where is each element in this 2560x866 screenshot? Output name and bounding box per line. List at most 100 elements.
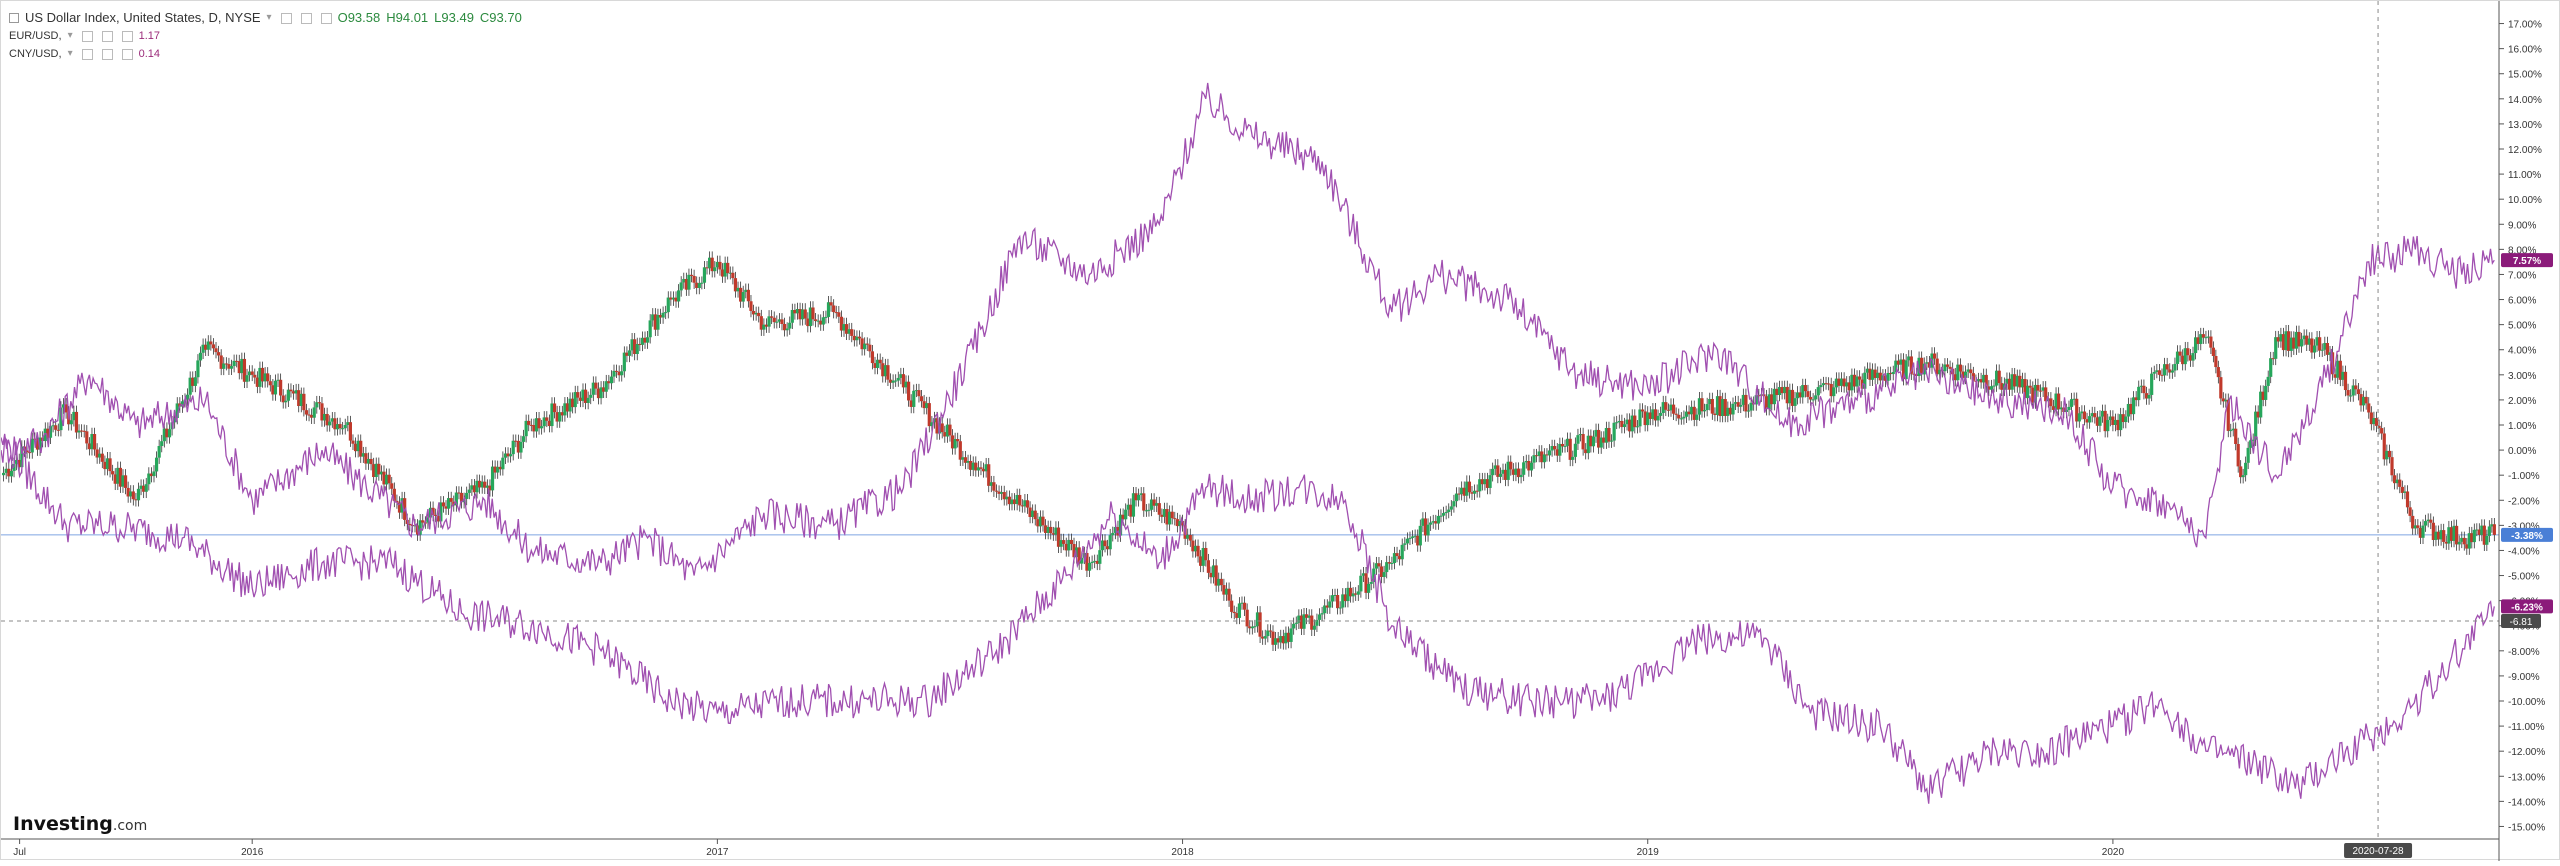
candle-body xyxy=(883,365,887,377)
candle-body xyxy=(1599,437,1603,448)
candle-body xyxy=(2377,425,2381,429)
candle-body xyxy=(1304,614,1309,618)
caret-down-icon[interactable]: ▾ xyxy=(67,30,73,41)
candle-body xyxy=(1002,492,1006,500)
visibility-box-icon[interactable] xyxy=(101,30,113,42)
candle-body xyxy=(552,403,557,413)
candle-body xyxy=(888,379,893,383)
candle-body xyxy=(2385,450,2389,460)
candle-body xyxy=(1697,398,1702,415)
x-tick-label: 2018 xyxy=(1171,847,1194,858)
candle-body xyxy=(596,388,601,399)
candle-body xyxy=(2349,395,2353,397)
candle-body xyxy=(2170,370,2174,373)
last-value-badge-label: 7.57% xyxy=(2513,256,2541,267)
legend-row-eur[interactable]: EUR/USD, ▾ 1.17 xyxy=(9,27,522,45)
candle-body xyxy=(118,467,122,487)
candle-body xyxy=(1106,546,1110,550)
legend-row-cny[interactable]: CNY/USD, ▾ 0.14 xyxy=(9,45,522,63)
candle-body xyxy=(1948,366,1952,369)
collapse-toggle-icon[interactable] xyxy=(9,13,19,23)
candle-body xyxy=(1811,399,1815,401)
candle-body xyxy=(1553,446,1557,450)
remove-box-icon[interactable] xyxy=(121,48,133,60)
candle-body xyxy=(1514,468,1518,475)
candle-body xyxy=(165,428,169,438)
candle-body xyxy=(245,375,249,382)
candle-body xyxy=(1302,614,1306,629)
candle-body xyxy=(162,428,166,442)
candle-body xyxy=(1547,450,1552,456)
candle-body xyxy=(1674,413,1678,415)
candle-body xyxy=(785,328,789,331)
candle-body xyxy=(2359,394,2363,406)
series-layer xyxy=(0,82,2496,804)
candle-body xyxy=(1113,527,1117,533)
candle-body xyxy=(589,394,593,398)
candle-body xyxy=(1429,522,1433,525)
legend-row-main[interactable]: US Dollar Index, United States, D, NYSE … xyxy=(9,9,522,27)
candle-body xyxy=(700,282,704,284)
last-value-badge-label: -3.38% xyxy=(2511,531,2543,542)
candle-body xyxy=(984,464,988,472)
logo-main: Investing xyxy=(13,813,113,835)
candle-body xyxy=(534,418,539,432)
candle-body xyxy=(2229,430,2233,432)
candle-body xyxy=(188,377,192,395)
remove-box-icon[interactable] xyxy=(121,30,133,42)
candle-body xyxy=(87,443,91,450)
x-axis: Jul 2016 2017 2018 2019 2020 xyxy=(1,838,2499,858)
candle-body xyxy=(583,389,588,403)
candle-body xyxy=(56,429,60,431)
candle-body xyxy=(1069,539,1074,545)
candle-body xyxy=(1731,403,1735,415)
candle-body xyxy=(219,355,223,369)
candle-body xyxy=(547,420,551,427)
candle-body xyxy=(1346,587,1350,602)
candle-body xyxy=(1646,412,1650,426)
y-tick-label: 8.00% xyxy=(2508,245,2536,256)
candle-body xyxy=(1062,540,1066,544)
settings-box-icon[interactable] xyxy=(81,48,93,60)
candle-body xyxy=(1315,619,1319,626)
candle-body xyxy=(684,278,688,290)
candle-body xyxy=(116,467,120,484)
candle-body xyxy=(312,407,316,418)
candle-body xyxy=(1222,585,1226,595)
candle-body xyxy=(1640,409,1645,412)
candle-body xyxy=(1478,479,1482,492)
candle-body xyxy=(105,458,110,470)
caret-down-icon[interactable]: ▾ xyxy=(67,48,73,59)
candle-body xyxy=(1545,454,1549,456)
settings-box-icon[interactable] xyxy=(81,30,93,42)
candle-body xyxy=(2472,529,2476,543)
settings-box-icon[interactable] xyxy=(280,12,292,24)
candle-body xyxy=(1485,479,1490,488)
remove-box-icon[interactable] xyxy=(320,12,332,24)
candle-body xyxy=(1749,402,1753,411)
visibility-box-icon[interactable] xyxy=(101,48,113,60)
candle-body xyxy=(540,426,544,429)
caret-down-icon[interactable]: ▾ xyxy=(266,12,272,23)
candle-body xyxy=(1188,534,1192,541)
candle-body xyxy=(1491,468,1495,476)
candle-body xyxy=(1945,364,1950,367)
visibility-box-icon[interactable] xyxy=(300,12,312,24)
candle-body xyxy=(550,403,554,427)
candle-body xyxy=(2251,439,2255,441)
candle-body xyxy=(1803,385,1807,392)
candle-body xyxy=(2206,336,2211,338)
candle-body xyxy=(483,481,487,488)
candle-body xyxy=(1989,386,1994,390)
candle-body xyxy=(1509,461,1513,470)
candle-body xyxy=(1842,378,1846,387)
candle-body xyxy=(1416,535,1420,546)
candle-body xyxy=(2036,384,2040,391)
candle-body xyxy=(979,467,983,469)
y-tick-label: 6.00% xyxy=(2508,296,2536,307)
candle-body xyxy=(757,312,761,317)
candle-body xyxy=(310,414,314,418)
candle-body xyxy=(1780,387,1784,394)
